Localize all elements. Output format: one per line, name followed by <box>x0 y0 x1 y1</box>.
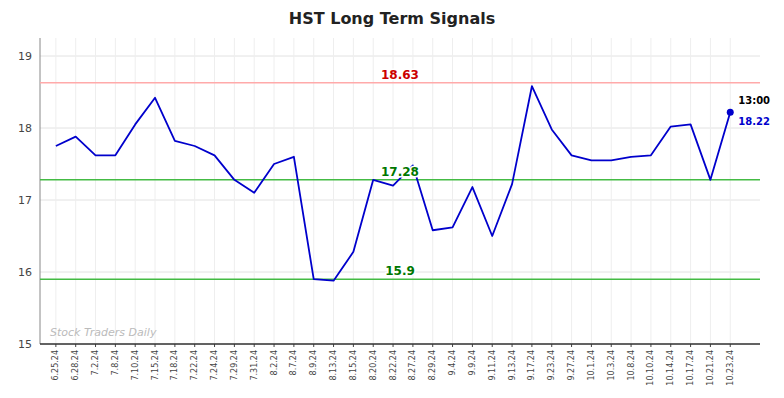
x-grid-line <box>571 38 572 344</box>
x-grid-line <box>393 38 394 344</box>
x-tick-label: 7.8.24 <box>111 350 120 375</box>
x-tick-label: 10.1.24 <box>587 350 596 381</box>
x-grid-line <box>214 38 215 344</box>
x-tick-label: 7.18.24 <box>170 350 179 381</box>
reference-label: 18.63 <box>381 68 419 82</box>
y-grid-line <box>40 200 760 201</box>
x-tick-label: 10.10.24 <box>646 350 655 386</box>
x-tick-label: 7.2.24 <box>91 350 100 375</box>
x-tick-label: 8.22.24 <box>389 350 398 381</box>
y-grid-line <box>40 344 760 345</box>
grid <box>40 38 760 344</box>
x-grid-line <box>472 38 473 344</box>
x-tick-label: 7.10.24 <box>131 350 140 381</box>
x-tick-label: 9.23.24 <box>547 350 556 381</box>
x-tick-label: 10.17.24 <box>686 350 695 386</box>
x-grid-line <box>174 38 175 344</box>
x-tick-label: 8.7.24 <box>289 350 298 375</box>
x-grid-line <box>135 38 136 344</box>
x-grid-line <box>293 38 294 344</box>
x-tick-label: 8.29.24 <box>428 350 437 381</box>
x-tick-label: 10.3.24 <box>607 350 616 381</box>
x-tick-label: 9.9.24 <box>468 350 477 375</box>
x-grid-line <box>75 38 76 344</box>
x-grid-line <box>650 38 651 344</box>
plot-area <box>40 83 760 281</box>
x-grid-line <box>95 38 96 344</box>
x-tick-label: 10.23.24 <box>726 350 735 386</box>
last-time-label: 13:00 <box>738 95 770 106</box>
x-grid-line <box>313 38 314 344</box>
x-grid-line <box>115 38 116 344</box>
reference-line <box>40 278 760 280</box>
x-grid-line <box>55 38 56 344</box>
x-grid-line <box>452 38 453 344</box>
x-tick-label: 9.4.24 <box>448 350 457 375</box>
x-axis-line <box>40 343 760 345</box>
reference-label: 17.28 <box>381 165 419 179</box>
x-grid-line <box>512 38 513 344</box>
y-tick-label: 18 <box>18 122 32 135</box>
reference-line <box>40 82 760 84</box>
watermark: Stock Traders Daily <box>50 326 157 339</box>
y-tick-label: 17 <box>18 194 32 207</box>
x-grid-line <box>274 38 275 344</box>
x-grid-line <box>155 38 156 344</box>
title: HST Long Term Signals <box>289 9 495 28</box>
x-tick-label: 10.14.24 <box>666 350 675 386</box>
x-tick-label: 8.15.24 <box>349 350 358 381</box>
x-grid-line <box>432 38 433 344</box>
x-grid-line <box>373 38 374 344</box>
x-tick-label: 7.29.24 <box>230 350 239 381</box>
x-grid-line <box>531 38 532 344</box>
y-grid-line <box>40 56 760 57</box>
x-tick-label: 9.11.24 <box>488 350 497 381</box>
y-tick-label: 19 <box>18 50 32 63</box>
y-axis-line <box>40 38 41 344</box>
reference-label: 15.9 <box>385 264 415 278</box>
x-tick-label: 7.15.24 <box>151 350 160 381</box>
x-grid-line <box>730 38 731 344</box>
x-tick-label: 9.27.24 <box>567 350 576 381</box>
x-tick-label: 6.28.24 <box>71 350 80 381</box>
x-tick-label: 8.27.24 <box>408 350 417 381</box>
y-tick-label: 15 <box>18 338 32 351</box>
x-grid-line <box>492 38 493 344</box>
x-grid-line <box>412 38 413 344</box>
x-grid-line <box>591 38 592 344</box>
x-tick-label: 7.31.24 <box>250 350 259 381</box>
x-grid-line <box>234 38 235 344</box>
x-grid-line <box>611 38 612 344</box>
x-tick-label: 10.21.24 <box>706 350 715 386</box>
x-grid-line <box>333 38 334 344</box>
x-grid-line <box>194 38 195 344</box>
x-tick-label: 10.8.24 <box>627 350 636 381</box>
x-grid-line <box>690 38 691 344</box>
last-point <box>727 109 734 116</box>
x-grid-line <box>670 38 671 344</box>
x-tick-label: 7.24.24 <box>210 350 219 381</box>
y-tick-label: 16 <box>18 266 32 279</box>
x-grid-line <box>631 38 632 344</box>
x-tick-label: 6.25.24 <box>51 350 60 381</box>
x-tick-label: 7.22.24 <box>190 350 199 381</box>
chart: HST Long Term Signals 15 16 17 18 19 6.25.24 6.… <box>0 0 784 398</box>
x-grid-line <box>353 38 354 344</box>
x-grid-line <box>551 38 552 344</box>
x-tick-label: 8.20.24 <box>369 350 378 381</box>
price-line <box>56 86 730 280</box>
x-tick-label: 9.13.24 <box>508 350 517 381</box>
x-tick-label: 9.17.24 <box>527 350 536 381</box>
y-grid-line <box>40 128 760 129</box>
x-tick-label: 8.2.24 <box>270 350 279 375</box>
x-grid-line <box>710 38 711 344</box>
last-price-label: 18.22 <box>738 116 770 127</box>
x-tick-label: 8.9.24 <box>309 350 318 375</box>
x-tick-label: 8.13.24 <box>329 350 338 381</box>
